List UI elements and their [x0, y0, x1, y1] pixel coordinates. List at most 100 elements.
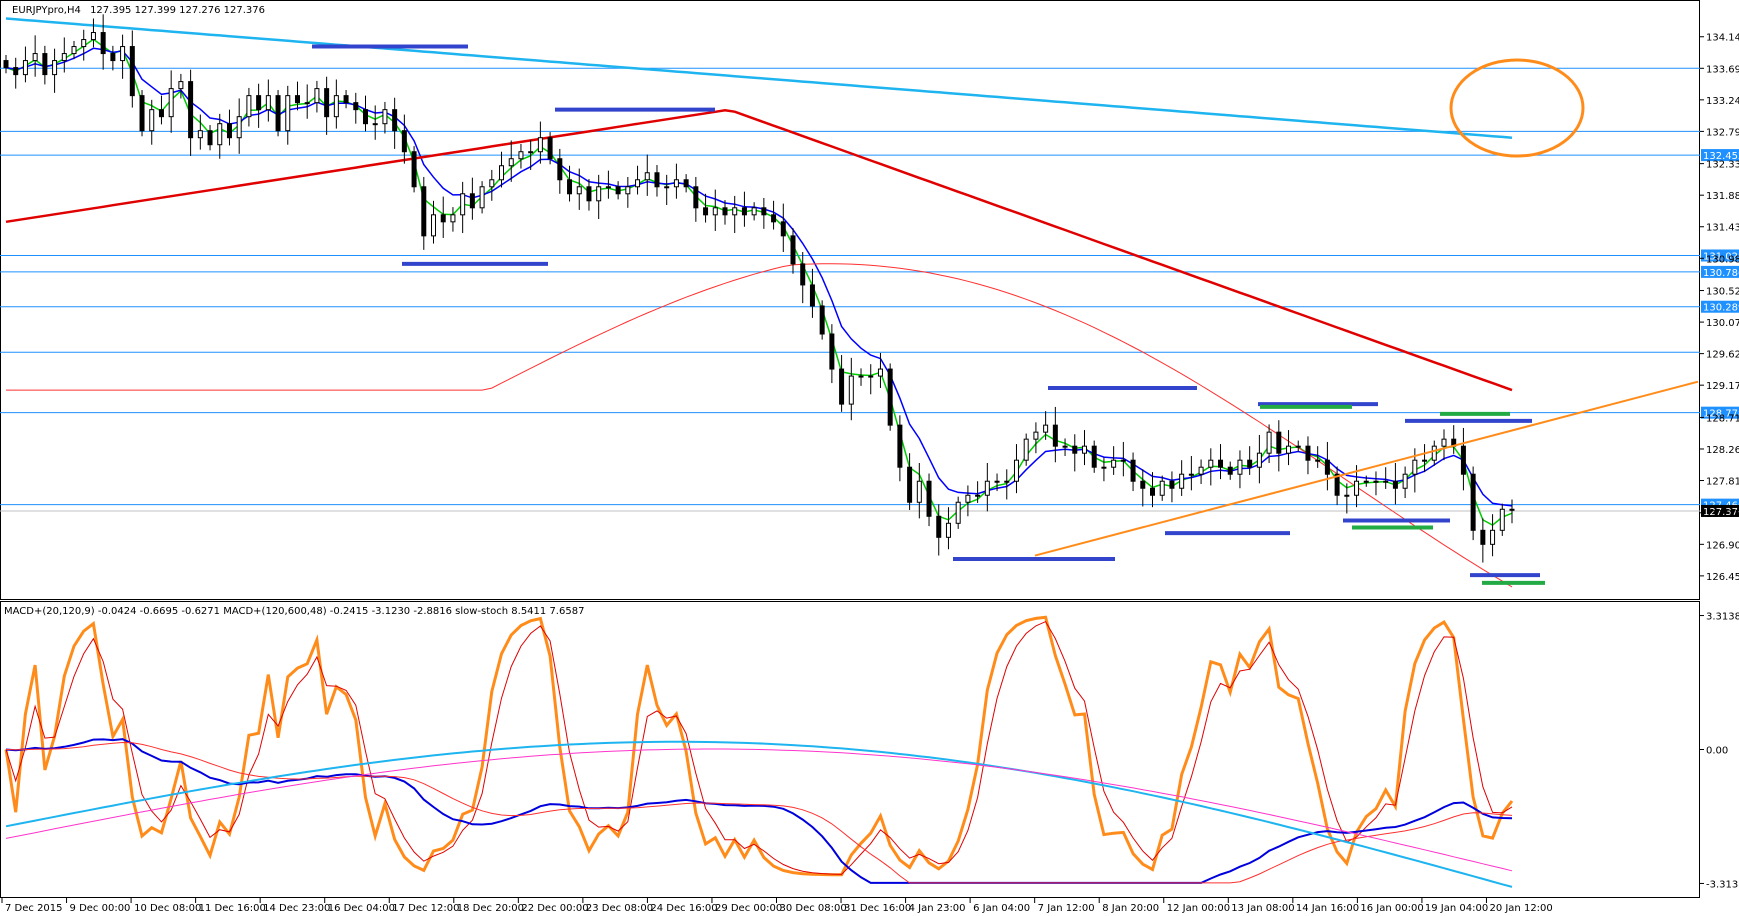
candle-up — [178, 81, 184, 90]
candle-up — [71, 46, 77, 55]
main-pane-frame — [0, 0, 1700, 600]
candle-down — [771, 214, 777, 223]
candle-down — [411, 151, 417, 188]
candle-up — [1499, 508, 1505, 531]
candle-up — [673, 179, 679, 188]
candle-up — [372, 123, 378, 126]
candle-down — [761, 207, 767, 216]
candle-down — [3, 60, 9, 69]
slow-stoch-signal-line — [5, 620, 1513, 875]
candle-up — [1081, 445, 1087, 454]
candle-up — [994, 480, 1000, 483]
candle-down — [741, 207, 747, 216]
current-price-label: 127.376 — [1703, 507, 1739, 518]
candle-up — [537, 137, 543, 153]
candle-up — [1004, 480, 1010, 483]
candle-down — [188, 81, 194, 139]
candle-up — [877, 368, 883, 377]
price-tick-label: 133.690 — [1706, 64, 1739, 75]
candle-down — [401, 130, 407, 153]
time-tick-label: 4 Jan 23:00 — [909, 903, 966, 914]
candle-down — [226, 123, 232, 139]
candle-up — [333, 95, 339, 118]
macd-slow-signal-line — [5, 748, 1513, 872]
price-tick-label: 134.140 — [1706, 33, 1739, 44]
level-tag — [1701, 249, 1739, 262]
candle-up — [197, 130, 203, 139]
macd-fast-line — [5, 738, 1513, 884]
candle-down — [1276, 431, 1282, 454]
symbol-label: EURJPYpro,H4 — [12, 5, 81, 16]
indicator-label: MACD+(20,120,9) -0.0424 -0.6695 -0.6271 … — [4, 606, 584, 617]
price-tick-label: 130.980 — [1706, 254, 1739, 265]
candle-down — [1324, 459, 1330, 475]
candle-up — [1431, 445, 1437, 461]
ma-long-line — [5, 17, 1513, 139]
candle-up — [1198, 466, 1204, 475]
candle-down — [800, 263, 806, 286]
level-tag — [1701, 300, 1739, 313]
candle-down — [1091, 445, 1097, 468]
candle-up — [120, 46, 126, 62]
price-tick-label: 132.790 — [1706, 127, 1739, 138]
price-tick-label: 129.620 — [1706, 350, 1739, 361]
candle-up — [625, 186, 631, 195]
candle-up — [460, 193, 466, 216]
price-tick-label: 130.520 — [1706, 287, 1739, 298]
candle-down — [1247, 459, 1253, 468]
candle-up — [1286, 445, 1292, 454]
candle-down — [256, 95, 262, 111]
time-tick-label: 30 Dec 08:00 — [780, 903, 847, 914]
candle-down — [1140, 480, 1146, 489]
candle-up — [528, 151, 534, 154]
candle-down — [139, 95, 145, 132]
time-tick-label: 24 Dec 16:00 — [650, 903, 717, 914]
candle-down — [1150, 487, 1156, 496]
candle-down — [790, 235, 796, 265]
candle-up — [848, 375, 854, 405]
candle-up — [1295, 445, 1301, 448]
candle-down — [586, 186, 592, 202]
slow-stoch-main-line — [4, 615, 1514, 877]
candle-down — [207, 130, 213, 146]
envelope-lower-line — [6, 263, 1513, 588]
candle-up — [32, 53, 38, 62]
candle-up — [61, 53, 67, 62]
candle-up — [52, 60, 58, 76]
candle-up — [1188, 473, 1194, 476]
candle-down — [683, 179, 689, 188]
candle-down — [926, 480, 932, 517]
candle-up — [508, 158, 514, 167]
time-tick-label: 7 Jan 12:00 — [1038, 903, 1095, 914]
level-tag — [1701, 265, 1739, 278]
candle-up — [868, 375, 874, 378]
candle-up — [712, 207, 718, 216]
candle-up — [751, 207, 757, 216]
candle-down — [1480, 529, 1486, 545]
candle-down — [839, 368, 845, 405]
price-tick-label: 127.350 — [1706, 509, 1739, 520]
candle-up — [90, 32, 96, 41]
time-tick-label: 17 Dec 12:00 — [392, 903, 459, 914]
candle-up — [489, 179, 495, 188]
candle-down — [1169, 480, 1175, 489]
ma-slow-line — [5, 109, 1513, 392]
price-tick-label: 128.710 — [1706, 413, 1739, 424]
candle-down — [897, 424, 903, 468]
candle-down — [362, 109, 368, 125]
candle-up — [1111, 459, 1117, 468]
candle-up — [314, 88, 320, 104]
candle-up — [518, 151, 524, 160]
level-tag — [1701, 406, 1739, 419]
price-tick-label: 131.880 — [1706, 191, 1739, 202]
candle-up — [1062, 445, 1068, 448]
candle-down — [1460, 445, 1466, 475]
candle-down — [1052, 424, 1058, 447]
candle-up — [635, 179, 641, 188]
drawing-objects — [312, 44, 1699, 585]
indicator-tick-label: -3.3138 — [1706, 879, 1739, 890]
time-tick-label: 20 Jan 12:00 — [1489, 903, 1552, 914]
time-tick-label: 11 Dec 16:00 — [199, 903, 266, 914]
candle-up — [1422, 459, 1428, 462]
